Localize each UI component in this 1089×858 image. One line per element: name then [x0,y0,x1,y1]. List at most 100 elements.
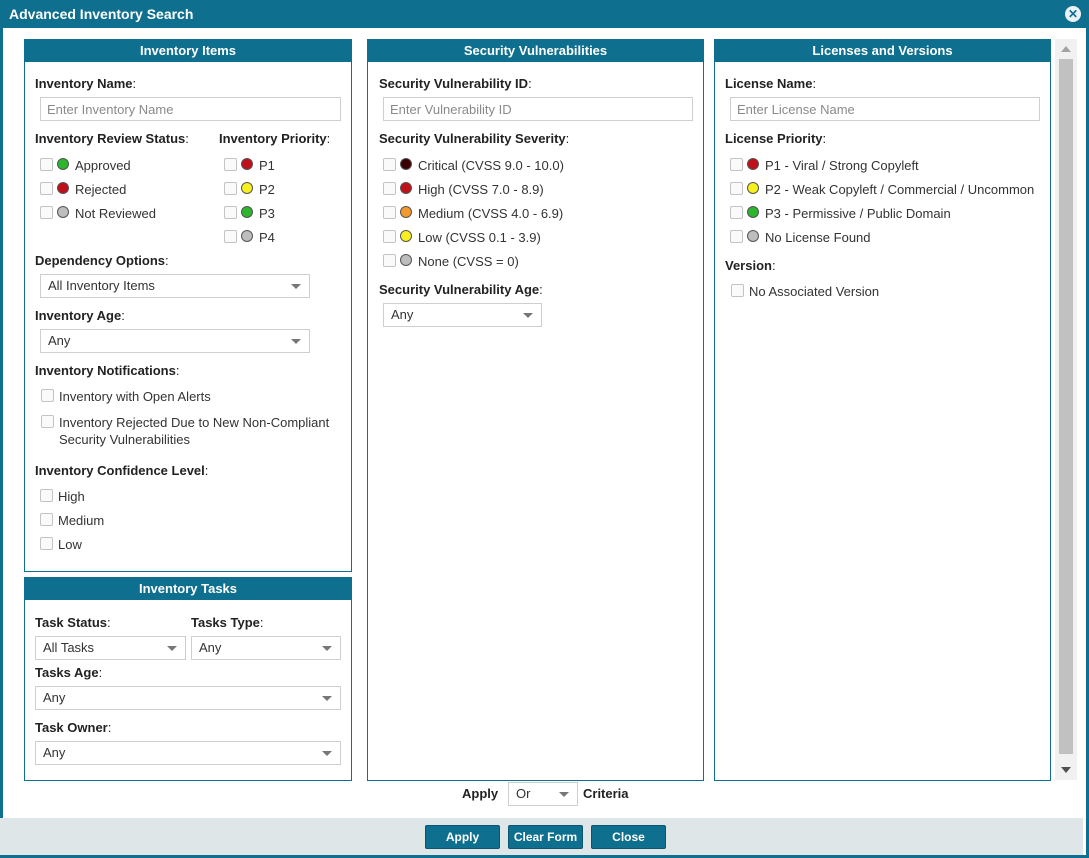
severity-high-checkbox[interactable] [383,182,396,195]
rejected-label: Rejected [75,182,127,197]
license-p2-label: P2 - Weak Copyleft / Commercial / Uncomm… [765,182,1035,197]
severity-medium-label: Medium (CVSS 4.0 - 6.9) [418,206,564,221]
severity-none-checkbox[interactable] [383,254,396,267]
inventory-age-select[interactable]: Any [40,329,310,353]
priority-p1-label: P1 [259,158,275,173]
license-p3-icon [747,206,759,218]
inventory-age-label: Inventory Age: [35,308,125,323]
licenses-versions-panel: Licenses and Versions [714,39,1051,781]
license-p1-checkbox[interactable] [730,158,743,171]
confidence-high-checkbox[interactable] [40,489,53,502]
tasks-age-label: Tasks Age: [35,665,103,680]
confidence-high-label: High [58,489,85,504]
inventory-name-label: Inventory Name: [35,76,137,91]
severity-critical-checkbox[interactable] [383,158,396,171]
dependency-options-select[interactable]: All Inventory Items [40,274,310,298]
tasks-age-value: Any [43,690,66,705]
close-icon[interactable]: ✕ [1065,6,1081,22]
priority-p4-checkbox[interactable] [224,230,237,243]
severity-critical-icon [400,158,412,170]
not-reviewed-status-icon [57,206,69,218]
vulnerability-id-input[interactable] [383,97,693,121]
severity-none-icon [400,254,412,266]
task-status-select[interactable]: All Tasks [35,636,186,660]
clear-form-button[interactable]: Clear Form [508,825,583,849]
priority-p4-icon [241,230,253,242]
apply-button[interactable]: Apply [425,825,500,849]
license-p3-checkbox[interactable] [730,206,743,219]
priority-p4-label: P4 [259,230,275,245]
priority-p2-checkbox[interactable] [224,182,237,195]
rejected-non-compliant-label-line2: Security Vulnerabilities [59,432,191,447]
vertical-scrollbar[interactable] [1055,39,1077,780]
license-name-input[interactable] [730,97,1040,121]
rejected-checkbox[interactable] [40,182,53,195]
rejected-status-icon [57,182,69,194]
criteria-operator-value: Or [516,786,531,801]
approved-status-icon [57,158,69,170]
priority-p3-icon [241,206,253,218]
chevron-down-icon [291,284,301,289]
task-owner-select[interactable]: Any [35,741,341,765]
license-p1-icon [747,158,759,170]
severity-high-label: High (CVSS 7.0 - 8.9) [418,182,544,197]
priority-p2-label: P2 [259,182,275,197]
vulnerability-age-value: Any [391,307,414,322]
approved-checkbox[interactable] [40,158,53,171]
chevron-down-icon [322,751,332,756]
inventory-name-input[interactable] [40,97,341,121]
dependency-options-label: Dependency Options: [35,253,169,268]
priority-p1-icon [241,158,253,170]
review-status-label: Inventory Review Status: [35,131,189,146]
tasks-type-select[interactable]: Any [191,636,341,660]
panel-header: Security Vulnerabilities [368,40,703,62]
severity-none-label: None (CVSS = 0) [418,254,519,269]
vulnerability-id-label: Security Vulnerability ID: [379,76,532,91]
scroll-down-icon[interactable] [1061,767,1071,773]
dependency-options-value: All Inventory Items [48,278,155,293]
task-owner-value: Any [43,745,66,760]
scrollbar-thumb[interactable] [1059,59,1073,754]
close-button[interactable]: Close [591,825,666,849]
vulnerability-severity-label: Security Vulnerability Severity: [379,131,570,146]
panel-header: Inventory Tasks [25,578,351,600]
confidence-low-checkbox[interactable] [40,537,53,550]
rejected-non-compliant-checkbox[interactable] [41,415,54,428]
vulnerability-age-select[interactable]: Any [383,303,542,327]
no-associated-version-checkbox[interactable] [731,284,744,297]
license-p2-checkbox[interactable] [730,182,743,195]
severity-low-checkbox[interactable] [383,230,396,243]
not-reviewed-label: Not Reviewed [75,206,156,221]
chevron-down-icon [322,696,332,701]
not-reviewed-checkbox[interactable] [40,206,53,219]
version-label: Version: [725,258,776,273]
confidence-medium-checkbox[interactable] [40,513,53,526]
license-name-label: License Name: [725,76,817,91]
scroll-up-icon[interactable] [1061,46,1071,52]
no-license-icon [747,230,759,242]
task-status-value: All Tasks [43,640,95,655]
apply-criteria-label: Apply [462,786,499,801]
criteria-label: Criteria [583,786,629,801]
priority-p2-icon [241,182,253,194]
priority-p3-checkbox[interactable] [224,206,237,219]
confidence-medium-label: Medium [58,513,105,528]
no-license-checkbox[interactable] [730,230,743,243]
vulnerability-age-label: Security Vulnerability Age: [379,282,543,297]
severity-medium-checkbox[interactable] [383,206,396,219]
chevron-down-icon [322,646,332,651]
tasks-age-select[interactable]: Any [35,686,341,710]
open-alerts-label: Inventory with Open Alerts [59,389,211,404]
severity-critical-label: Critical (CVSS 9.0 - 10.0) [418,158,564,173]
chevron-down-icon [559,792,569,797]
criteria-operator-select[interactable]: Or [508,782,578,806]
confidence-level-label: Inventory Confidence Level: [35,463,209,478]
no-license-label: No License Found [765,230,871,245]
priority-p1-checkbox[interactable] [224,158,237,171]
task-status-label: Task Status: [35,615,111,630]
security-vulnerabilities-panel: Security Vulnerabilities [367,39,704,781]
tasks-type-label: Tasks Type: [191,615,264,630]
chevron-down-icon [291,339,301,344]
open-alerts-checkbox[interactable] [41,389,54,402]
license-priority-label: License Priority: [725,131,827,146]
